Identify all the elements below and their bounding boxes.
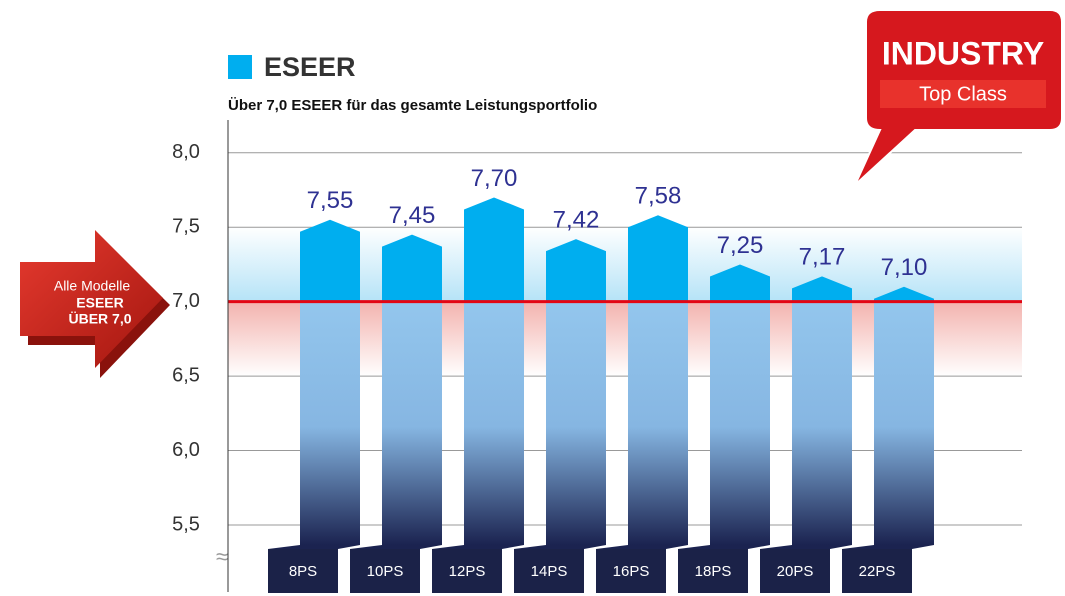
bar-connector <box>760 545 852 549</box>
badge-subtitle: Top Class <box>919 83 1007 105</box>
value-label: 7,42 <box>553 206 600 233</box>
legend-swatch <box>228 55 252 79</box>
bar-connector <box>268 545 360 549</box>
axis-break: ≈ <box>216 544 228 569</box>
bar-connector <box>432 545 524 549</box>
value-label: 7,45 <box>389 202 436 229</box>
y-tick-label: 5,5 <box>172 513 200 535</box>
chart: 5,5 6,0 6,5 7,0 7,5 8,0 8PS 7,55 10PS 7,45 12PS 7,… <box>0 0 1065 596</box>
value-label: 7,55 <box>307 187 354 214</box>
arrow-text: ÜBER 7,0 <box>68 311 131 327</box>
y-tick-label: 6,5 <box>172 364 200 386</box>
value-label: 7,58 <box>635 183 682 210</box>
bar-connector <box>350 545 442 549</box>
x-tick-label: 18PS <box>695 563 732 580</box>
bar-connector <box>596 545 688 549</box>
subtitle: Über 7,0 ESEER für das gesamte Leistungs… <box>228 97 597 114</box>
y-tick-label: 8,0 <box>172 141 200 163</box>
arrow-text: ESEER <box>76 295 123 311</box>
bar-connector <box>842 545 934 549</box>
arrow-text: Alle Modelle <box>54 278 130 294</box>
bar <box>546 239 606 545</box>
value-label: 7,17 <box>799 244 846 271</box>
value-label: 7,25 <box>717 232 764 259</box>
x-tick-label: 22PS <box>859 563 896 580</box>
y-tick-label: 7,0 <box>172 290 200 312</box>
bar <box>874 287 934 545</box>
x-tick-label: 12PS <box>449 563 486 580</box>
x-tick-label: 8PS <box>289 563 317 580</box>
y-tick-label: 6,0 <box>172 439 200 461</box>
value-label: 7,70 <box>471 165 518 192</box>
legend-label: ESEER <box>264 52 356 82</box>
bar <box>464 197 524 545</box>
bar <box>710 264 770 545</box>
arrow: Alle Modelle ESEER ÜBER 7,0 <box>20 230 170 378</box>
badge: INDUSTRY Top Class <box>855 10 1062 185</box>
x-tick-label: 14PS <box>531 563 568 580</box>
x-tick-label: 20PS <box>777 563 814 580</box>
bar <box>792 276 852 545</box>
bar <box>628 215 688 545</box>
bar <box>300 220 360 545</box>
y-tick-label: 7,5 <box>172 216 200 238</box>
x-tick-label: 16PS <box>613 563 650 580</box>
bar-connector <box>514 545 606 549</box>
badge-title: INDUSTRY <box>882 35 1044 71</box>
bar-connector <box>678 545 770 549</box>
value-label: 7,10 <box>881 254 928 281</box>
x-tick-label: 10PS <box>367 563 404 580</box>
bar <box>382 235 442 545</box>
